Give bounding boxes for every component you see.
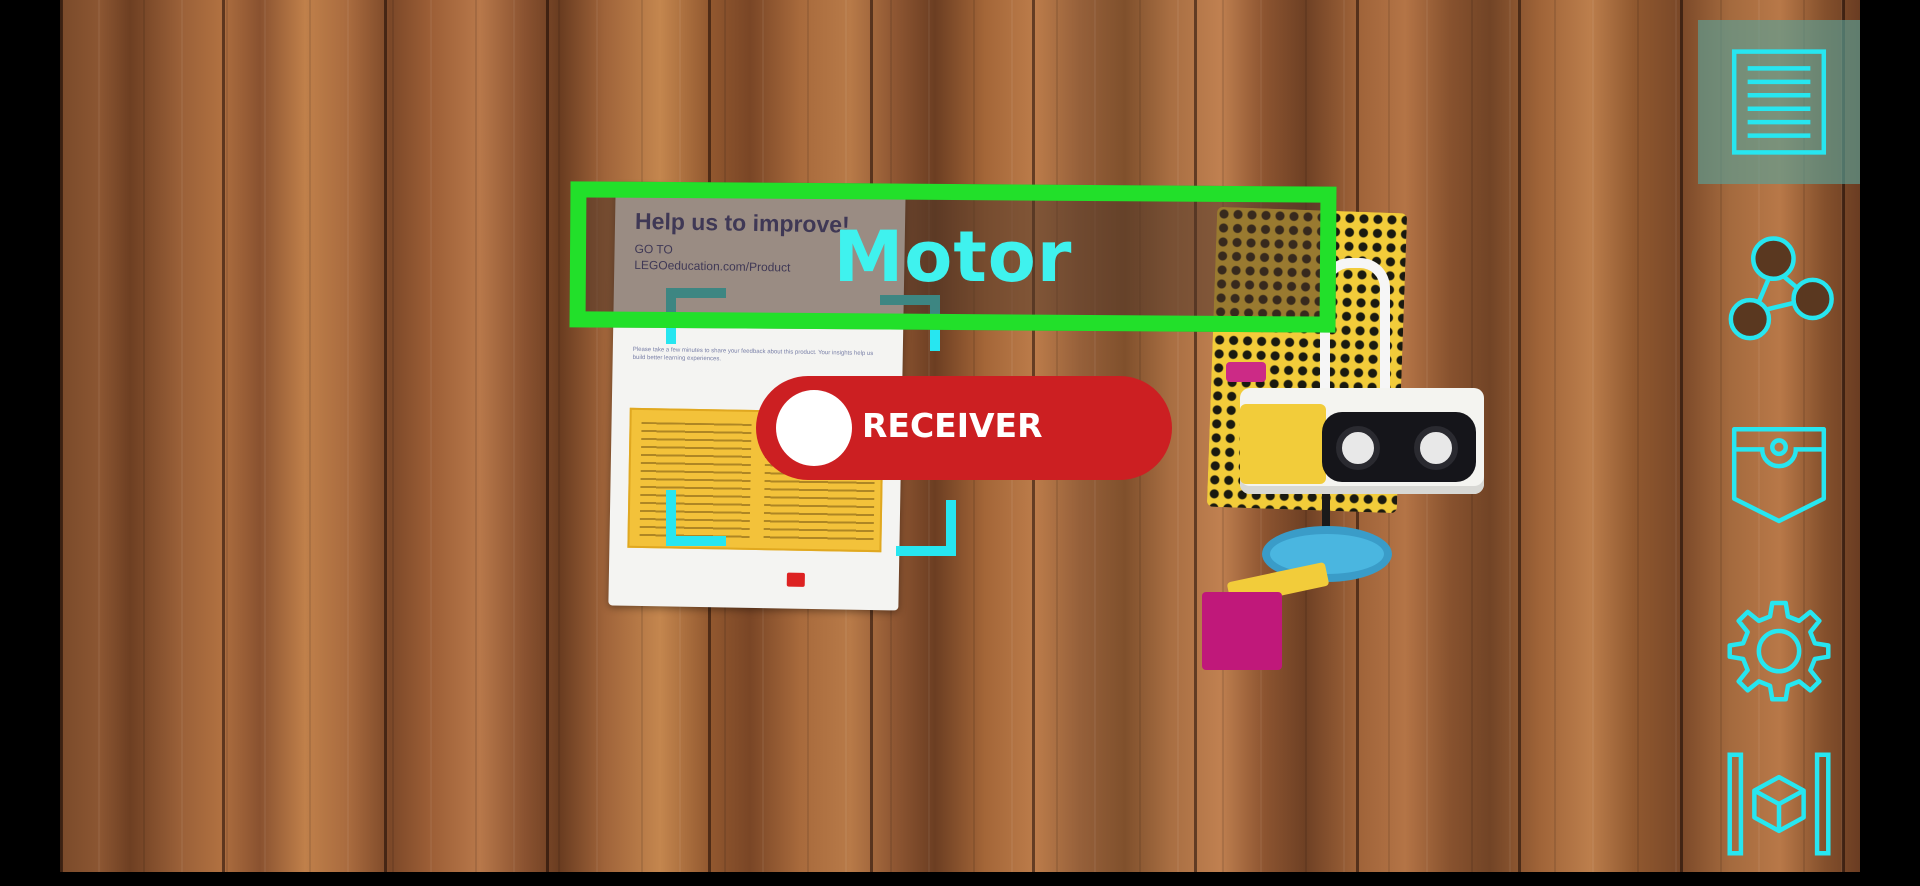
robot-axle [1322,480,1330,570]
network-graph-button[interactable] [1698,208,1860,372]
receiver-toggle[interactable]: RECEIVER [756,376,1172,480]
settings-button[interactable] [1698,568,1860,732]
lego-logo [786,572,805,587]
ar-cube-icon [1727,752,1831,856]
target-bracket-bottom-right [896,500,956,556]
target-bracket-bottom-left [666,490,726,546]
pocket-button[interactable] [1698,392,1860,556]
network-graph-icon [1728,236,1834,341]
robot-arm [1320,258,1390,408]
robot-connector [1226,362,1266,382]
receiver-label: RECEIVER [862,406,1043,445]
distance-sensor [1322,412,1476,482]
gear-icon [1727,600,1831,702]
ar-cube-button[interactable] [1698,722,1860,886]
robot-hub [1240,404,1326,484]
robot-magenta-brick [1202,592,1282,670]
detected-object-label: Motor [833,216,1073,298]
toggle-knob [776,390,852,466]
pocket-icon [1731,426,1827,524]
sensor-eye [1336,426,1380,470]
document-list-icon [1731,49,1827,155]
document-list-button[interactable] [1698,20,1860,184]
booklet-paragraph: Please take a few minutes to share your … [632,346,874,363]
sensor-eye [1414,426,1458,470]
